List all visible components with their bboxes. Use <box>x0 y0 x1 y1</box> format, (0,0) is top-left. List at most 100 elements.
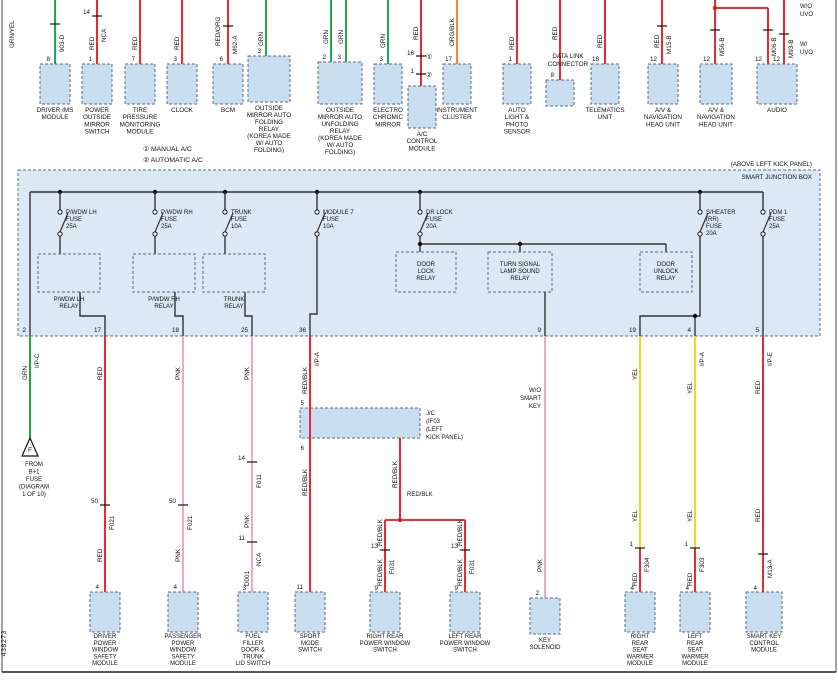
pin-number: 1 <box>410 68 414 75</box>
module-label-smart-key-control: SMART KEY CONTROL MODULE <box>747 634 781 654</box>
pin-number: 14 <box>83 9 91 16</box>
fuse-terminal <box>57 231 63 237</box>
fuse-terminal <box>152 231 158 237</box>
fuse-terminal <box>697 209 703 215</box>
door-lock-relay-box <box>395 251 457 293</box>
sjb-pin: 36 <box>299 327 307 334</box>
pin-number: 4 <box>685 585 689 592</box>
fuse-terminal <box>314 209 320 215</box>
note-w-uvo: UVO <box>800 50 813 56</box>
pin-number: 50 <box>91 498 99 505</box>
label: RED <box>132 36 139 50</box>
tpms-module-box <box>124 63 156 105</box>
wire <box>309 236 318 336</box>
relay-label: P/WDW RH RELAY <box>148 297 180 310</box>
passenger-pw-safety-module-box <box>167 591 199 633</box>
label: FUSE <box>323 217 339 223</box>
pin-number: 12 <box>650 56 658 63</box>
note-wo-uvo: W/O <box>800 4 812 10</box>
module-label-sport-mode: SPORT MODE SWITCH <box>298 634 322 654</box>
sjb-title: SMART JUNCTION BOX <box>742 174 813 181</box>
module-label-bcm: BCM <box>221 107 235 114</box>
sjb-pin: 25 <box>241 327 249 334</box>
power-outside-mirror-switch-box <box>81 63 113 105</box>
module-label-driver-ims: DRIVER IMS MODULE <box>37 107 74 121</box>
telematics-unit-box <box>590 63 620 105</box>
pin-number: 9 <box>374 585 378 592</box>
label: GRN <box>338 30 345 44</box>
label: GRN <box>323 30 330 44</box>
pwdw-rh-relay-box <box>132 253 196 293</box>
label: I/P-A <box>314 351 321 366</box>
label: RED <box>597 34 604 48</box>
label: YEL <box>687 382 694 394</box>
module-label-telematics: TELEMATICS UNIT <box>585 107 624 121</box>
pin-number: 3 <box>173 56 177 63</box>
label: 20A <box>706 231 717 237</box>
note-wo-smart-key: SMART <box>520 396 541 402</box>
label: 20A <box>426 224 437 230</box>
label: RED <box>509 36 516 50</box>
label: M15-B <box>666 35 673 54</box>
label: F304 <box>644 557 651 572</box>
label: FUSE <box>161 217 177 223</box>
fuse-terminal <box>222 209 228 215</box>
av-navigation-head-unit-1-box <box>647 63 679 105</box>
pin-number: 9 <box>454 585 458 592</box>
fuse-label: S/HEATER <box>706 210 736 216</box>
junction-dot <box>712 5 718 11</box>
module-label-instrument-cluster: INSTRUMENT CLUSTER <box>436 107 477 121</box>
label: I/P-C <box>34 353 41 368</box>
label: RED/BLK <box>457 518 464 546</box>
fuse-terminal <box>760 231 766 237</box>
label: RED <box>413 26 420 40</box>
label: I/P-E <box>767 352 774 366</box>
sjb-pin: 4 <box>687 327 691 334</box>
legend-automatic-ac: ② AUTOMATIC A/C <box>143 156 203 164</box>
wire <box>79 292 106 336</box>
label: RED/BLK <box>377 558 384 586</box>
label: D001 <box>244 570 251 586</box>
trunk-relay-box <box>202 253 266 293</box>
label: FUSE <box>426 217 442 223</box>
module-label-fuel-filler: FUEL FILLER DOOR & TRUNK LID SWITCH <box>236 634 271 667</box>
pwdw-lh-relay-box <box>37 253 101 293</box>
pin-number: 16 <box>407 50 415 57</box>
label: 10A <box>231 224 242 230</box>
label: F031 <box>469 559 476 574</box>
label: YEL <box>632 510 639 522</box>
label: RED/ORG <box>215 17 222 46</box>
pin-number: 2 <box>535 590 539 597</box>
pin-number: 6 <box>300 445 304 452</box>
pin-number: 50 <box>169 498 177 505</box>
label: RED <box>654 34 661 48</box>
door-unlock-relay-box <box>639 251 693 293</box>
right-rear-power-window-switch-box <box>369 591 401 633</box>
module-label-data-link-connector: DATA LINK CONNECTOR <box>548 53 589 68</box>
fuse-terminal <box>417 209 423 215</box>
right-rear-seat-warmer-module-box <box>624 591 656 633</box>
jc-label: J/C <box>426 411 436 417</box>
fuse-terminal <box>697 231 703 237</box>
relay-label: DOOR UNLOCK RELAY <box>653 262 678 282</box>
module-label-auto-light-sensor: AUTO LIGHT & PHOTO SENSOR <box>504 107 531 136</box>
label: YEL <box>632 368 639 380</box>
fuse-source-symbol <box>21 436 39 457</box>
module-label-lr-window: LEFT REAR POWER WINDOW SWITCH <box>440 634 491 654</box>
note-automatic-ac: ② <box>426 71 432 79</box>
outside-mirror-auto-unfolding-relay-box <box>317 61 363 105</box>
pin-number: 8 <box>46 56 50 63</box>
smart-junction-box <box>17 169 821 337</box>
label: GRN <box>258 32 265 46</box>
pin-number: 3 <box>337 54 341 61</box>
wire <box>59 212 69 233</box>
label: 25A <box>161 224 172 230</box>
label: RED/BLK <box>302 366 309 394</box>
fuse-label: MODULE 7 <box>323 210 354 216</box>
pin-number: 6 <box>219 56 223 63</box>
pin-number: 12 <box>755 56 763 63</box>
jc-label: (LEFT <box>426 427 443 433</box>
instrument-cluster-box <box>442 63 472 105</box>
wire <box>224 212 234 233</box>
